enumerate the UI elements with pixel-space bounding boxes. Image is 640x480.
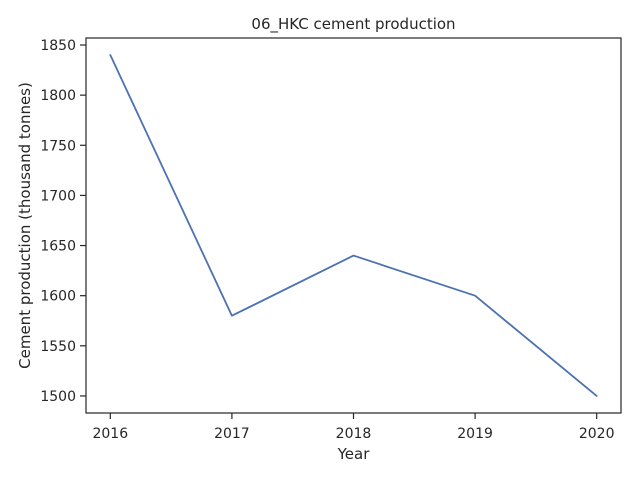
y-tick-label: 1650 <box>40 239 76 255</box>
y-tick-label: 1550 <box>40 339 76 355</box>
y-axis-label: Cement production (thousand tonnes) <box>16 82 34 369</box>
y-tick-label: 1700 <box>40 188 76 204</box>
plot-frame <box>85 37 622 414</box>
x-tick-label: 2017 <box>214 426 250 442</box>
x-tick-label: 2019 <box>457 426 493 442</box>
plot-area: 2016 2017 2018 2019 2020 1500 1550 1600 1650 1700… <box>40 38 614 442</box>
y-tick-label: 1800 <box>40 88 76 104</box>
x-tick-label: 2016 <box>92 426 128 442</box>
x-tick-label: 2018 <box>336 426 372 442</box>
x-axis-label: Year <box>337 445 371 463</box>
series-line-0 <box>109 54 598 397</box>
y-tick-label: 1600 <box>40 289 76 305</box>
y-tick-label: 1500 <box>40 389 76 405</box>
y-tick-label: 1750 <box>40 138 76 154</box>
chart-title: 06_HKC cement production <box>251 15 455 34</box>
y-tick-label: 1850 <box>40 38 76 54</box>
x-tick-label: 2020 <box>579 426 615 442</box>
